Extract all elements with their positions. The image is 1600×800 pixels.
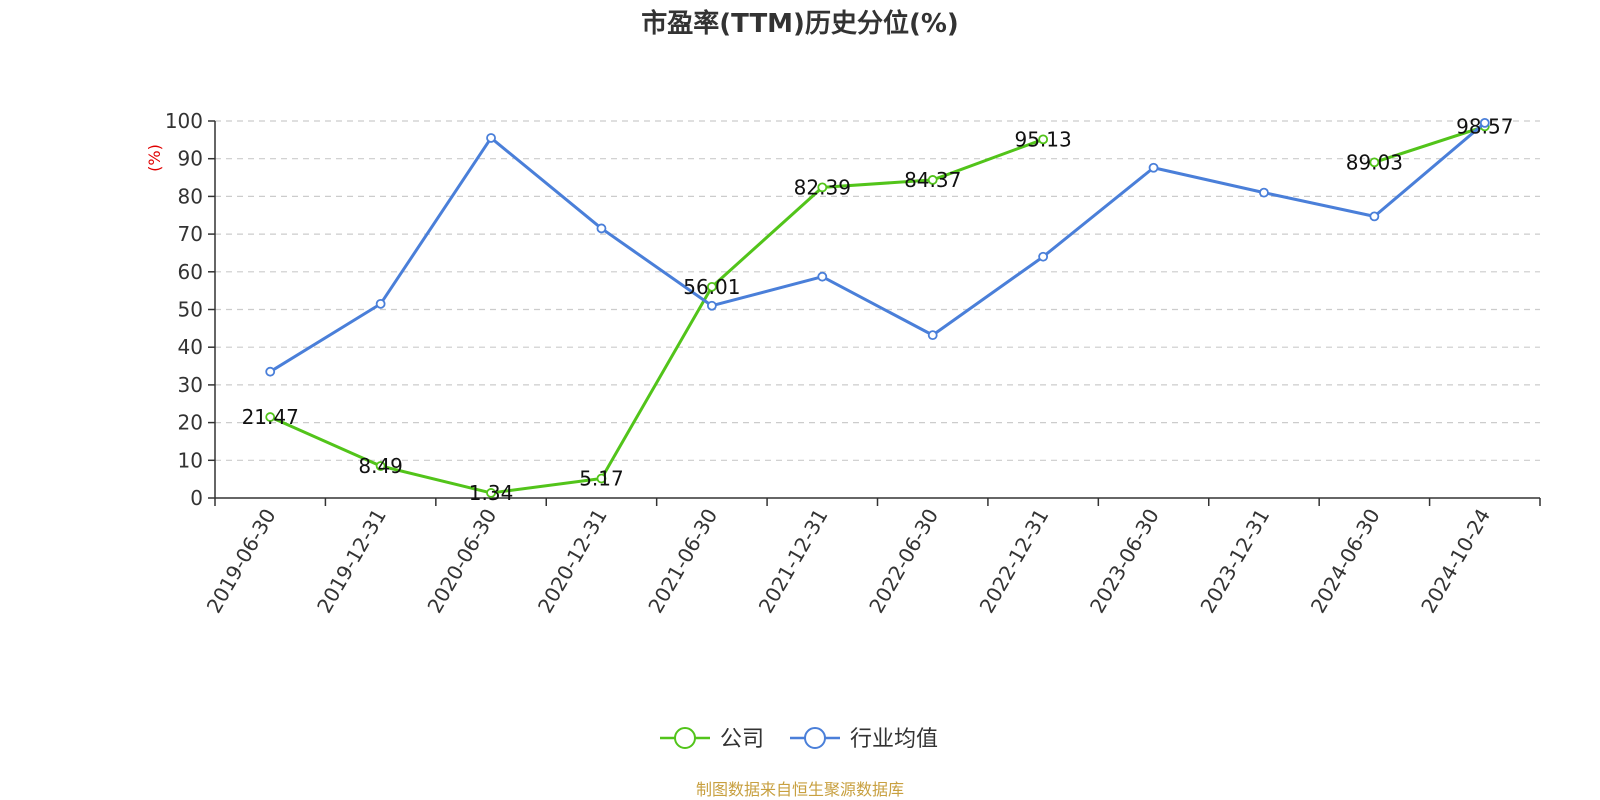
x-tick-label: 2019-06-30 (202, 505, 281, 618)
data-point (1479, 117, 1490, 128)
data-point (375, 298, 386, 309)
data-point (1038, 134, 1049, 145)
data-point (486, 133, 496, 143)
data-label: 21.47 (242, 405, 299, 429)
data-point (1369, 211, 1380, 222)
data-label: 5.17 (579, 467, 624, 491)
y-axis-unit-label: (%) (145, 144, 164, 172)
legend-marker-icon (804, 727, 826, 749)
x-tick-label: 2023-12-31 (1195, 505, 1274, 618)
y-tick-label: 90 (178, 147, 203, 171)
series-line (269, 121, 1486, 373)
x-tick-label: 2024-06-30 (1306, 505, 1385, 618)
series-line (269, 137, 1044, 495)
source-note: 制图数据来自恒生聚源数据库 (696, 780, 904, 799)
series-industry-average (265, 117, 1490, 377)
legend-label: 行业均值 (850, 727, 938, 752)
data-point (486, 488, 496, 498)
data-point (1038, 251, 1049, 262)
series-company (265, 121, 1490, 498)
x-tick-label: 2023-06-30 (1085, 505, 1164, 618)
data-label: 95.13 (1014, 127, 1071, 151)
data-label: 84.37 (904, 168, 961, 192)
data-point (375, 461, 386, 471)
data-point (706, 300, 717, 311)
data-labels: 21.47 8.49 1.34 5.17 56.01 82.39 84.37 95.13 89.… (242, 114, 1514, 505)
data-label: 82.39 (794, 175, 851, 199)
x-tick-label: 2021-06-30 (643, 505, 722, 618)
y-tick-label: 0 (190, 486, 203, 510)
legend-item: 行业均值 (790, 727, 938, 752)
chart-title: 市盈率(TTM)历史分位(%) (641, 8, 959, 39)
y-tick-label: 70 (178, 222, 203, 246)
data-point (596, 473, 607, 484)
gridlines (215, 120, 1540, 461)
y-tick-label: 80 (178, 184, 203, 208)
data-point (1148, 162, 1159, 173)
y-tick-label: 40 (178, 335, 203, 359)
legend-label: 公司 (720, 727, 764, 752)
data-point (817, 271, 828, 282)
y-tick-label: 100 (165, 109, 203, 133)
x-tick-label: 2020-06-30 (422, 505, 501, 618)
data-label: 1.34 (469, 481, 514, 505)
data-point (265, 412, 276, 422)
y-tick-label: 60 (178, 260, 203, 284)
legend: 公司 行业均值 (660, 727, 938, 752)
data-label: 56.01 (683, 275, 740, 299)
series-line (1373, 124, 1486, 164)
y-tick-label: 30 (178, 373, 203, 397)
legend-marker-icon (674, 727, 696, 749)
data-point (265, 366, 276, 377)
y-tick-label: 10 (178, 448, 203, 472)
data-point (1259, 187, 1269, 198)
x-tick-label: 2020-12-31 (533, 505, 612, 618)
data-label: 98.57 (1456, 114, 1513, 138)
data-point (596, 223, 607, 234)
data-point (706, 281, 717, 292)
x-tick-label: 2021-12-31 (754, 505, 833, 618)
series-lines (265, 117, 1490, 498)
data-point (927, 330, 938, 341)
data-label: 89.03 (1346, 150, 1403, 174)
y-tick-label: 20 (178, 411, 203, 435)
data-point (817, 182, 828, 193)
data-point (927, 175, 938, 185)
x-tick-label: 2019-12-31 (312, 505, 391, 618)
legend-item: 公司 (660, 727, 764, 752)
data-point (1369, 157, 1380, 168)
x-tick-label: 2022-06-30 (864, 505, 943, 618)
x-tick-label: 2022-12-31 (975, 505, 1054, 618)
y-tick-label: 50 (178, 298, 203, 322)
x-tick-label: 2024-10-24 (1416, 505, 1495, 618)
data-label: 8.49 (358, 454, 403, 478)
